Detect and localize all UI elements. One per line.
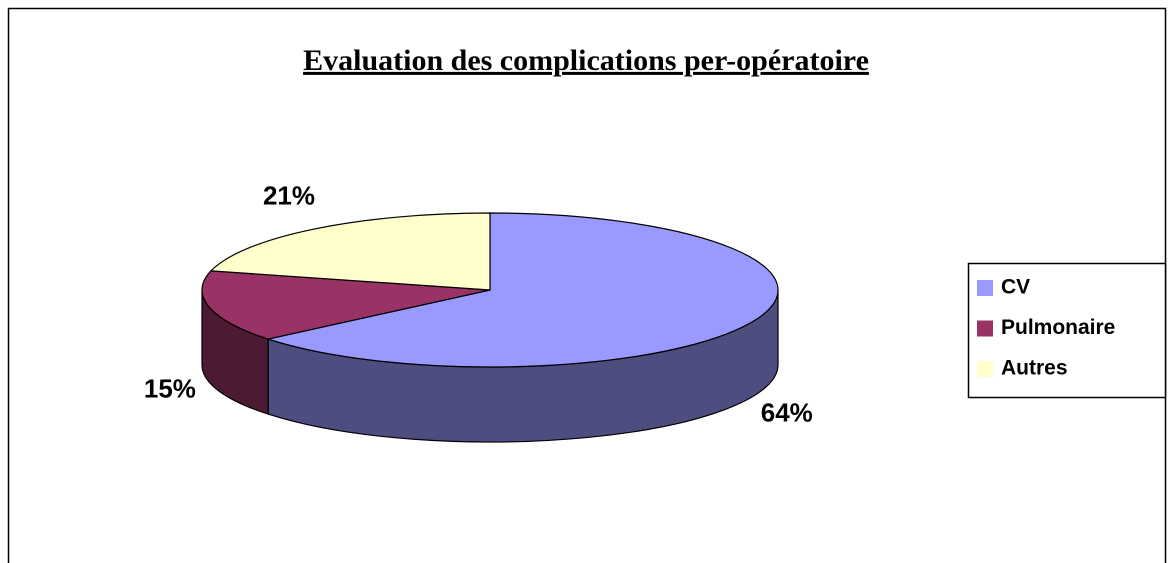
data-label: 21% (263, 180, 315, 210)
legend-label: Pulmonaire (1001, 316, 1115, 339)
slice (201, 270, 491, 340)
legend-box (967, 262, 1167, 399)
slice (209, 212, 491, 291)
legend-swatch (977, 280, 993, 296)
legend-label: CV (1001, 276, 1030, 299)
legend-swatch (977, 361, 993, 377)
chart-title: Evaluation des complications per-opérato… (303, 44, 869, 77)
legend-swatch (977, 320, 993, 337)
legend-label: Autres (1001, 357, 1068, 380)
data-label: 64% (761, 398, 813, 428)
data-label: 15% (144, 373, 196, 403)
slice (265, 212, 779, 368)
